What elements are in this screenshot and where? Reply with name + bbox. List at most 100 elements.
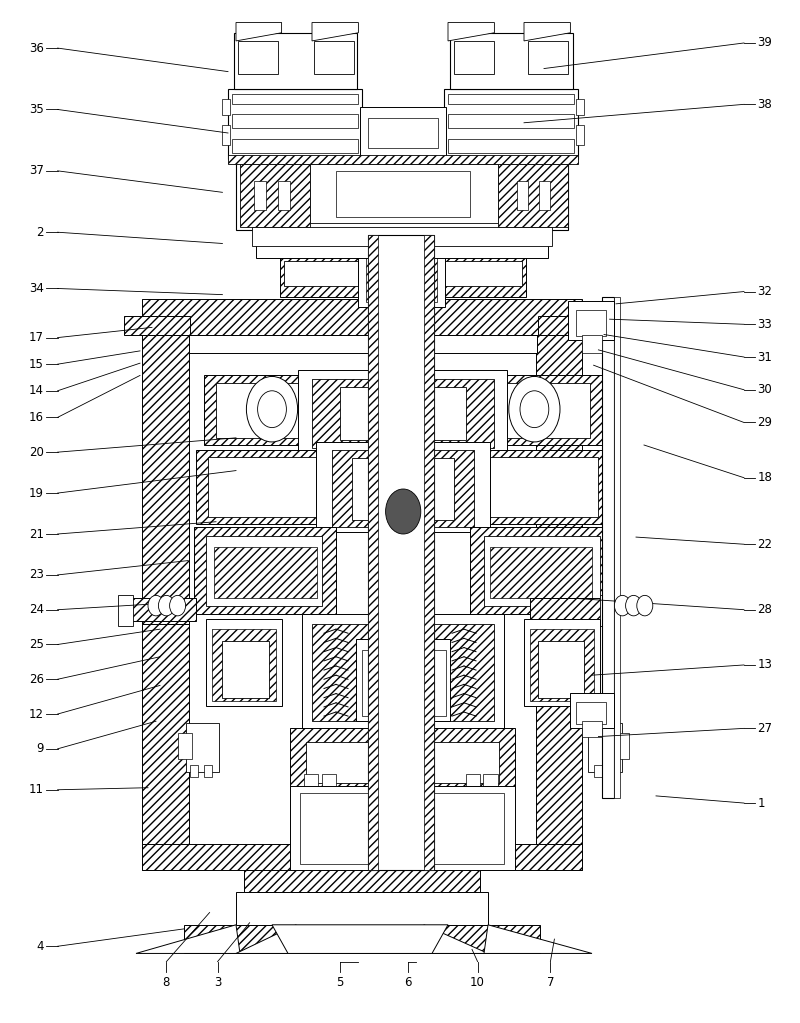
Bar xyxy=(222,99,230,115)
Circle shape xyxy=(386,489,421,534)
Text: 26: 26 xyxy=(29,673,44,685)
Bar xyxy=(178,733,192,759)
Bar xyxy=(483,774,498,790)
Text: 8: 8 xyxy=(162,976,170,989)
Bar xyxy=(538,641,584,698)
Bar xyxy=(484,536,600,606)
Text: 30: 30 xyxy=(758,384,772,396)
Circle shape xyxy=(509,376,560,442)
Text: 19: 19 xyxy=(29,487,44,499)
Bar xyxy=(254,181,266,210)
Bar xyxy=(190,765,198,777)
Bar xyxy=(304,774,318,790)
Bar xyxy=(216,383,310,438)
Text: 5: 5 xyxy=(336,976,344,989)
Bar xyxy=(490,457,598,517)
Bar xyxy=(189,335,537,353)
Bar xyxy=(232,139,358,153)
Text: 18: 18 xyxy=(758,472,773,484)
Text: 10: 10 xyxy=(470,976,485,989)
Bar xyxy=(576,125,584,145)
Bar xyxy=(606,765,614,777)
Bar xyxy=(332,450,474,527)
Bar xyxy=(236,159,568,230)
Bar xyxy=(352,458,454,520)
Bar xyxy=(576,702,606,724)
Text: 23: 23 xyxy=(29,569,44,581)
Text: 7: 7 xyxy=(546,976,554,989)
Circle shape xyxy=(520,391,549,428)
Bar xyxy=(448,139,574,153)
Text: 25: 25 xyxy=(29,638,44,651)
Text: 12: 12 xyxy=(29,708,44,720)
Bar xyxy=(322,774,336,790)
Bar xyxy=(484,375,602,445)
Bar xyxy=(538,316,603,335)
Bar xyxy=(470,527,613,614)
Text: 14: 14 xyxy=(29,385,44,397)
Bar xyxy=(236,892,488,925)
Bar xyxy=(186,723,219,772)
Text: 1: 1 xyxy=(758,797,765,809)
Polygon shape xyxy=(236,925,312,953)
Bar xyxy=(280,220,524,232)
Bar xyxy=(238,41,278,74)
Bar xyxy=(536,332,582,624)
Bar xyxy=(602,297,614,798)
Bar xyxy=(358,230,445,307)
Polygon shape xyxy=(408,925,488,953)
Bar xyxy=(300,793,504,864)
Bar xyxy=(576,99,584,115)
Text: 4: 4 xyxy=(37,940,44,952)
Bar xyxy=(340,387,466,440)
Text: 3: 3 xyxy=(214,976,222,989)
Polygon shape xyxy=(272,925,448,953)
Bar xyxy=(310,164,498,223)
Bar xyxy=(360,107,446,159)
Text: 20: 20 xyxy=(29,446,44,458)
Bar xyxy=(142,624,189,870)
Bar xyxy=(306,742,499,783)
Text: 34: 34 xyxy=(29,282,44,295)
Bar xyxy=(290,728,515,788)
Bar xyxy=(284,261,368,286)
Text: 16: 16 xyxy=(29,411,44,424)
Bar xyxy=(424,235,434,870)
Bar xyxy=(142,299,582,335)
Bar xyxy=(356,639,450,721)
Bar xyxy=(244,870,480,892)
Polygon shape xyxy=(312,23,358,41)
Bar xyxy=(256,232,548,258)
Polygon shape xyxy=(136,925,240,953)
Bar xyxy=(312,379,494,448)
Bar xyxy=(206,536,322,606)
Bar xyxy=(278,181,290,210)
Bar xyxy=(252,227,552,246)
Bar xyxy=(594,765,602,777)
Bar xyxy=(222,641,269,698)
Bar xyxy=(118,595,133,626)
Text: 22: 22 xyxy=(758,538,773,550)
Bar xyxy=(528,41,568,74)
Bar xyxy=(142,332,189,624)
Bar xyxy=(314,41,354,74)
Bar xyxy=(298,370,507,452)
Text: 21: 21 xyxy=(29,528,44,540)
Bar xyxy=(142,844,582,870)
Bar xyxy=(438,261,522,286)
Text: 39: 39 xyxy=(758,37,773,49)
Circle shape xyxy=(170,595,186,616)
Text: 37: 37 xyxy=(29,165,44,177)
Bar xyxy=(228,155,578,164)
Bar xyxy=(576,310,606,336)
Bar xyxy=(434,256,526,297)
Bar xyxy=(600,595,614,626)
Bar xyxy=(588,723,622,772)
Bar xyxy=(450,33,573,89)
Polygon shape xyxy=(236,23,282,41)
Bar xyxy=(368,235,378,870)
Text: 9: 9 xyxy=(37,743,44,755)
Text: 33: 33 xyxy=(758,318,772,330)
Bar xyxy=(362,650,446,716)
Bar xyxy=(214,547,317,598)
